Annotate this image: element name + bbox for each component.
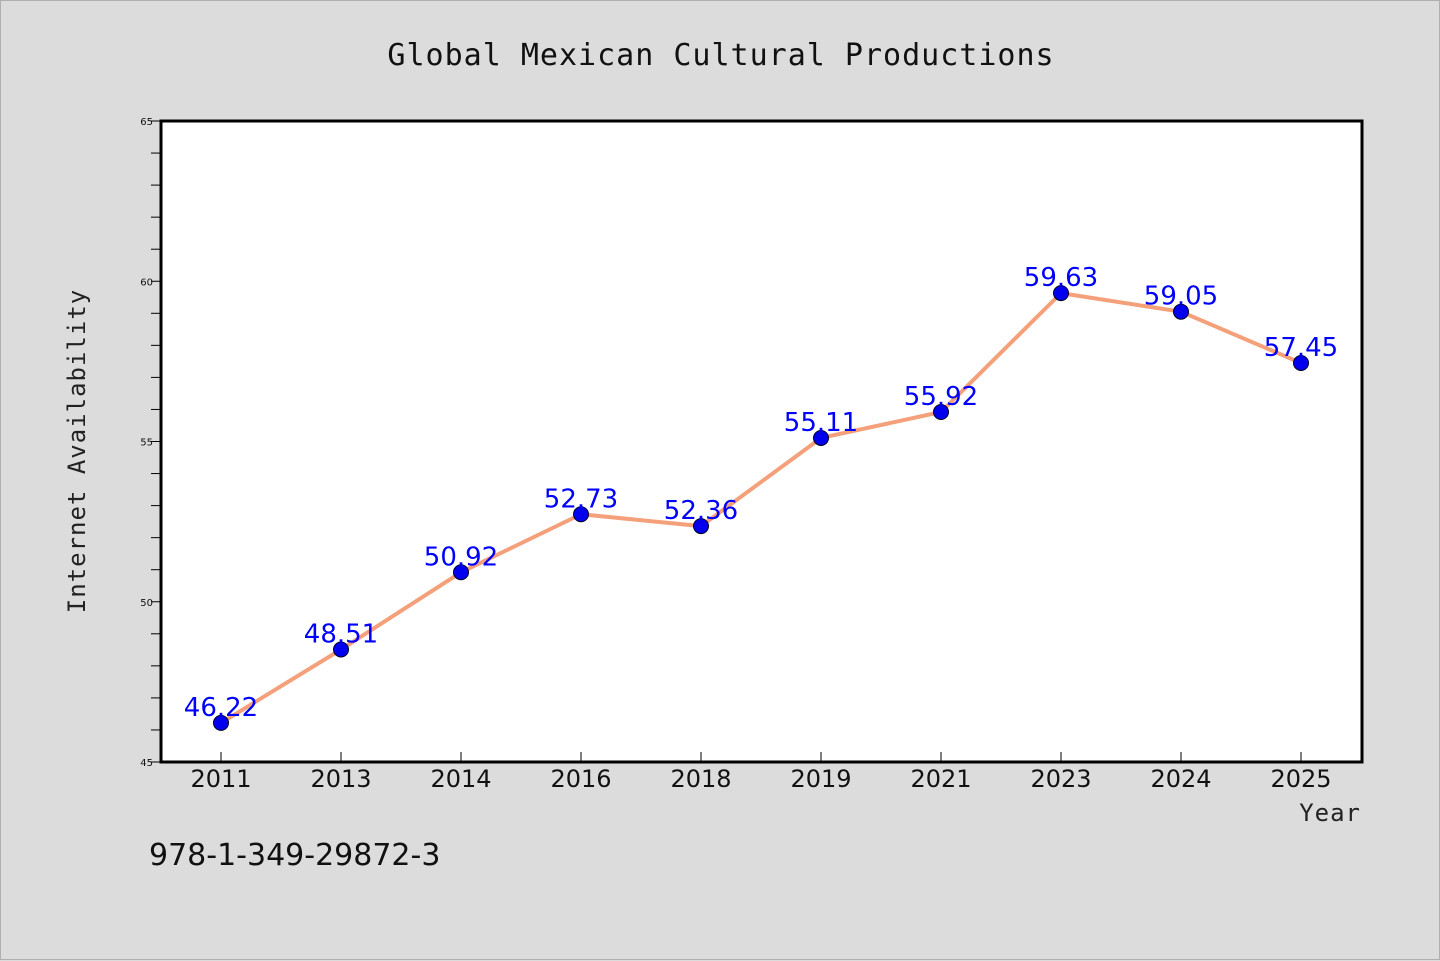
data-labels-layer: 46.22 48.51 50.92 52.73 52.36 55.11 55.92 59.63… (184, 263, 1338, 723)
y-axis-label: Internet Availability (63, 289, 91, 613)
x-tick-label: 2021 (910, 765, 971, 793)
data-label: 50.92 (424, 542, 498, 572)
data-point-marker (693, 518, 709, 535)
series-line-layer (219, 291, 1303, 725)
markers-layer (213, 285, 1309, 731)
x-axis-label: Year (1299, 799, 1361, 827)
y-tick-label: 60 (140, 277, 153, 288)
x-tick-label: 2023 (1030, 765, 1091, 793)
data-point-marker (573, 506, 589, 523)
x-tick-label: 2019 (790, 765, 851, 793)
data-label: 52.36 (664, 496, 738, 526)
data-label: 52.73 (544, 484, 618, 514)
x-tick-label: 2016 (550, 765, 611, 793)
data-label: 48.51 (304, 620, 378, 650)
chart-title: Global Mexican Cultural Productions (387, 38, 1054, 73)
x-tick-label: 2014 (430, 765, 491, 793)
data-point-marker (453, 564, 469, 581)
y-axis: 45 50 55 60 65 (140, 117, 161, 769)
data-label: 55.11 (784, 408, 858, 438)
plot-area (159, 119, 1364, 764)
data-label: 59.05 (1144, 282, 1218, 312)
y-tick-label: 55 (140, 438, 153, 449)
x-tick-label: 2024 (1150, 765, 1211, 793)
series-line (219, 291, 1303, 725)
y-tick-label: 50 (140, 598, 153, 609)
data-point-marker (213, 714, 229, 731)
x-tick-label: 2025 (1270, 765, 1331, 793)
data-label: 59.63 (1024, 263, 1098, 293)
data-point-marker (1293, 354, 1309, 371)
y-tick-label: 65 (140, 117, 153, 128)
x-tick-label: 2018 (670, 765, 731, 793)
data-label: 55.92 (904, 382, 978, 412)
y-tick-label: 45 (140, 758, 153, 769)
data-point-marker (813, 429, 829, 446)
data-point-marker (1053, 285, 1069, 302)
data-point-marker (333, 641, 349, 658)
data-label: 57.45 (1264, 333, 1338, 363)
x-tick-label: 2013 (310, 765, 371, 793)
x-tick-label: 2011 (190, 765, 251, 793)
data-point-marker (933, 404, 949, 421)
data-label: 46.22 (184, 693, 258, 723)
data-point-marker (1173, 303, 1189, 320)
isbn-text: 978-1-349-29872-3 (149, 838, 440, 873)
x-axis: 2011 2013 2014 2016 2018 2019 2021 2023 2024 2025 (190, 752, 1332, 793)
